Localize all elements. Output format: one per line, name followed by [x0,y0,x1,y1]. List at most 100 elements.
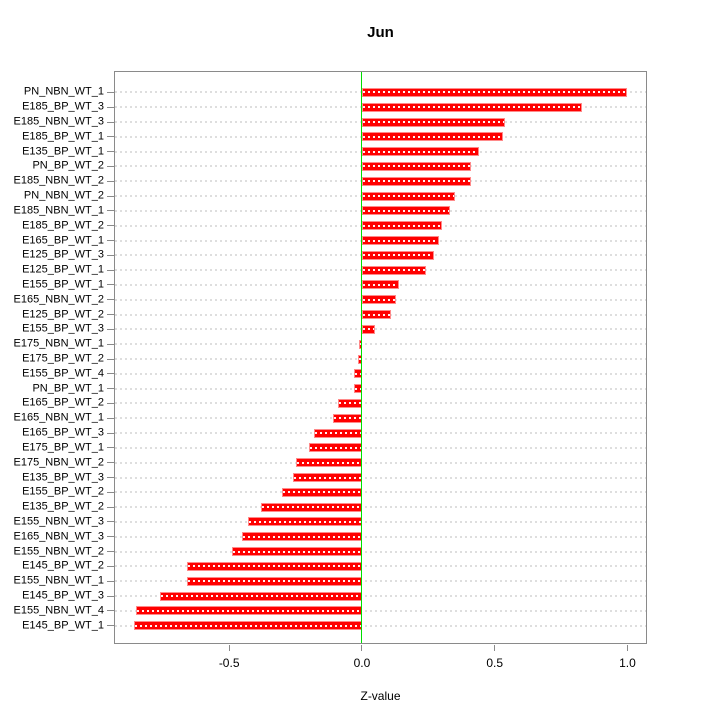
bar-row: E155_BP_WT_1 [22,278,646,293]
y-axis-label: E165_NBN_WT_2 [13,293,105,306]
y-axis-label: E175_NBN_WT_1 [13,337,105,350]
gridline [115,535,646,538]
bar-row: E185_NBN_WT_3 [14,115,646,130]
gridline [115,358,646,361]
bar [186,576,362,586]
y-axis-tick [107,343,114,345]
gridline [115,476,646,479]
bar [308,443,362,453]
plot-rows: PN_NBN_WT_1 E185_BP_WT_3 E185_NBN_WT_3 E185… [14,72,646,643]
y-axis-tick [107,551,114,553]
bar-row: E145_BP_WT_1 [22,618,646,633]
bar [361,147,479,157]
bar-row: E185_BP_WT_1 [22,129,646,144]
bar [353,369,362,379]
bar-row: E165_BP_WT_3 [22,426,646,441]
bar [361,236,439,246]
gridline [115,372,646,375]
y-axis-label: E155_NBN_WT_1 [13,574,105,587]
bar [361,87,628,97]
bar [338,398,362,408]
y-axis-label: E175_NBN_WT_2 [13,456,105,469]
bar-row: E155_NBN_WT_3 [14,515,646,530]
gridline [115,506,646,509]
y-axis-label: E165_BP_WT_3 [22,426,104,439]
y-axis-tick [107,373,114,375]
bar-row: E155_NBN_WT_2 [14,544,646,559]
y-axis-tick [107,299,114,301]
y-axis-label: E185_BP_WT_3 [22,100,104,113]
y-axis-tick [107,491,114,493]
gridline [115,550,646,553]
y-axis-tick [107,106,114,108]
bar-row: E165_NBN_WT_3 [14,529,646,544]
bar [361,191,455,201]
y-axis-tick [107,402,114,404]
bar [361,250,434,260]
y-axis-tick [107,432,114,434]
y-axis-tick [107,417,114,419]
bar-row: E165_BP_WT_2 [22,396,646,411]
bar [361,310,392,320]
x-axis-tick [626,645,628,651]
bar [361,295,397,305]
y-axis-label: E135_BP_WT_2 [22,500,104,513]
bar-row: E125_BP_WT_2 [22,307,646,322]
bar [314,428,362,438]
y-axis-label: E125_BP_WT_2 [22,308,104,321]
y-axis-tick [107,136,114,138]
bar [247,517,362,527]
y-axis-label: E155_BP_WT_1 [22,278,104,291]
y-axis-label: E185_BP_WT_2 [22,219,104,232]
bar-row: E125_BP_WT_1 [22,263,646,278]
y-axis-label: E155_BP_WT_2 [22,485,104,498]
gridline [115,402,646,405]
bar [361,324,376,334]
bar-row: E175_BP_WT_1 [22,441,646,456]
bar-row: E185_NBN_WT_1 [14,204,646,219]
y-axis-label: E145_BP_WT_1 [22,619,104,632]
y-axis-tick [107,225,114,227]
bar-row: E145_BP_WT_2 [22,559,646,574]
bar [282,487,362,497]
bar-row: PN_BP_WT_2 [32,159,646,174]
y-axis-tick [107,121,114,123]
y-axis-tick [107,240,114,242]
y-axis-tick [107,151,114,153]
bar [361,161,471,171]
bar-row: E185_BP_WT_3 [22,100,646,115]
y-axis-label: E175_BP_WT_2 [22,352,104,365]
y-axis-label: E155_NBN_WT_3 [13,515,105,528]
plot-area: PN_NBN_WT_1 E185_BP_WT_3 E185_NBN_WT_3 E185… [14,71,647,644]
bar-row: E135_BP_WT_3 [22,470,646,485]
x-axis: -0.5 0.0 0.5 1.0 [115,644,646,684]
bar-row: E175_BP_WT_2 [22,352,646,367]
bar-row: E175_NBN_WT_1 [14,337,646,352]
bar-row: E155_BP_WT_3 [22,322,646,337]
bar [136,606,362,616]
x-axis-tick-label: 1.0 [619,656,636,670]
y-axis-label: E165_NBN_WT_1 [13,411,105,424]
y-axis-tick [107,284,114,286]
y-axis-tick [107,210,114,212]
y-axis-tick [107,521,114,523]
y-axis-label: E135_BP_WT_3 [22,471,104,484]
y-axis-label: E135_BP_WT_1 [22,145,104,158]
bar [361,280,400,290]
bar-row: E155_BP_WT_4 [22,366,646,381]
y-axis-label: E155_BP_WT_4 [22,367,104,380]
y-axis-label: E155_NBN_WT_4 [13,604,105,617]
bar-row: E135_BP_WT_1 [22,144,646,159]
bar [231,547,362,557]
bar [361,132,503,142]
y-axis-label: E155_BP_WT_3 [22,322,104,335]
bar-row: E185_NBN_WT_2 [14,174,646,189]
y-axis-tick [107,595,114,597]
bar-row: E165_NBN_WT_1 [14,411,646,426]
y-axis-tick [107,462,114,464]
gridline [115,565,646,568]
bar [242,532,362,542]
bar-row: E125_BP_WT_3 [22,248,646,263]
y-axis-label: E185_BP_WT_1 [22,130,104,143]
x-axis-tick-label: 0.5 [486,656,503,670]
